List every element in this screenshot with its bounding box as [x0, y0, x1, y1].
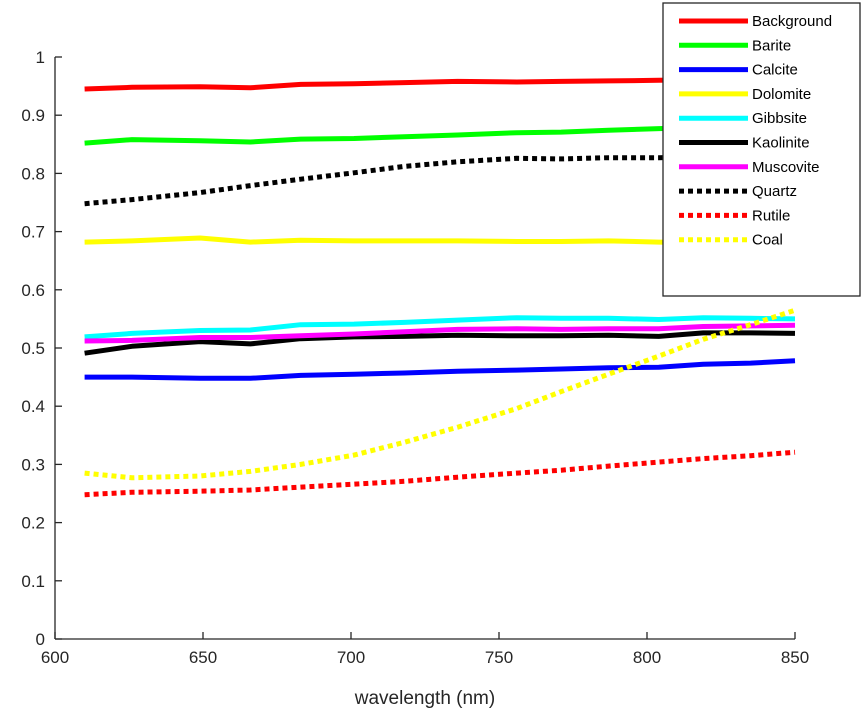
plot-area: [84, 76, 796, 498]
y-tick-label: 0.7: [21, 223, 45, 242]
y-tick-label: 0.3: [21, 455, 45, 474]
x-tick-label: 800: [633, 648, 661, 667]
legend-box: [662, 2, 861, 297]
legend-label-muscovite: Muscovite: [752, 159, 820, 176]
x-tick-label: 700: [337, 648, 365, 667]
legend: Background Barite Calcite Dolomite Gibbsite K…: [662, 2, 861, 297]
legend-label-barite: Barite: [752, 37, 791, 54]
x-tick-label: 650: [189, 648, 217, 667]
y-tick-label: 0: [36, 630, 45, 649]
y-tick-label: 1: [36, 48, 45, 67]
x-tick-label: 600: [41, 648, 69, 667]
legend-label-coal: Coal: [752, 232, 783, 249]
series-line-muscovite: [84, 322, 796, 344]
y-tick-label: 0.2: [21, 514, 45, 533]
legend-label-quartz: Quartz: [752, 183, 797, 200]
legend-label-rutile: Rutile: [752, 207, 790, 224]
y-tick-label: 0.1: [21, 572, 45, 591]
series-line-coal: [84, 307, 796, 481]
y-tick-label: 0.9: [21, 106, 45, 125]
y-tick-label: 0.4: [21, 397, 45, 416]
legend-label-background: Background: [752, 13, 832, 30]
y-tick-label: 0.8: [21, 164, 45, 183]
x-tick-label: 750: [485, 648, 513, 667]
series-line-rutile: [84, 449, 796, 498]
legend-label-gibbsite: Gibbsite: [752, 110, 807, 127]
series-line-gibbsite: [84, 315, 796, 340]
x-axis-label: wavelength (nm): [354, 688, 495, 709]
series-line-calcite: [84, 358, 796, 381]
legend-label-kaolinite: Kaolinite: [752, 135, 810, 152]
legend-label-calcite: Calcite: [752, 62, 798, 79]
y-tick-label: 0.6: [21, 281, 45, 300]
legend-label-dolomite: Dolomite: [752, 86, 811, 103]
axes: 600 650 700 750 800 850 0 0.1 0.2 0.3 0.4 0.5 0.6 0.7…: [21, 48, 809, 667]
y-tick-label: 0.5: [21, 339, 45, 358]
x-tick-label: 850: [781, 648, 809, 667]
series-line-kaolinite: [84, 330, 796, 356]
